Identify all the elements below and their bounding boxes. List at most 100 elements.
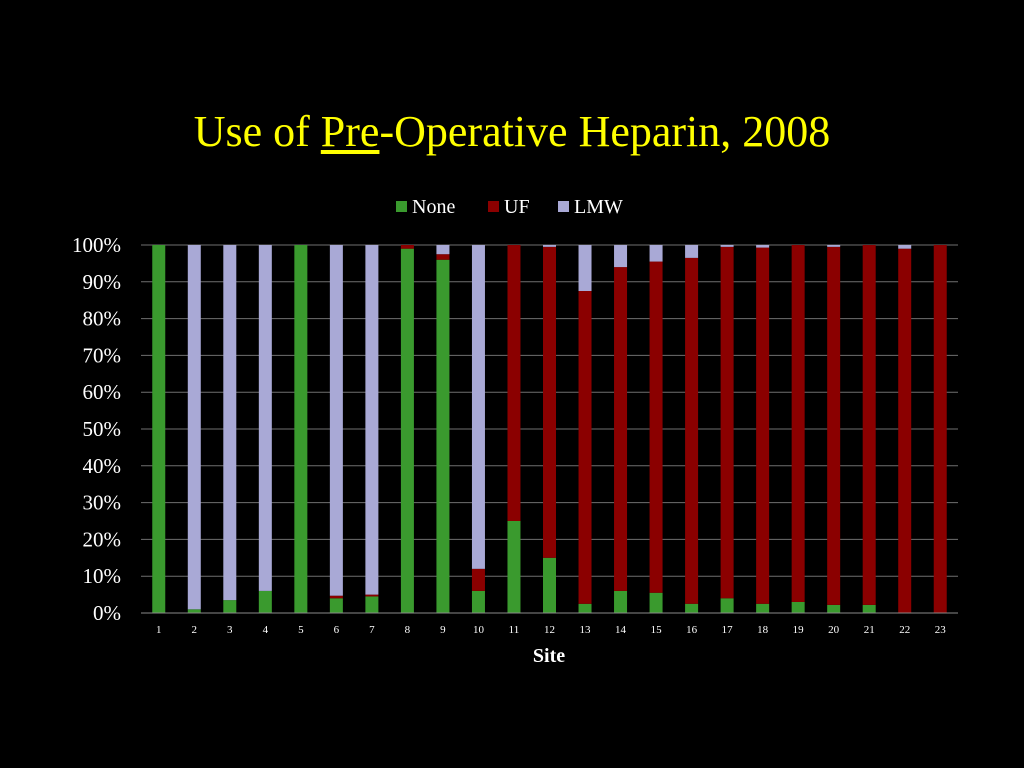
x-tick-label: 18 [757,624,769,636]
bar-lmw [614,245,628,268]
legend-swatch-none [396,201,407,212]
bar-none [578,603,592,613]
bar-none [471,590,485,613]
bar-none [649,592,663,613]
y-tick-label: 30% [83,491,122,515]
legend: None UF LMW [396,196,623,218]
x-tick-label: 11 [509,624,520,636]
y-tick-label: 100% [72,233,121,257]
bar-lmw [685,245,699,258]
x-tick-label: 22 [899,624,910,636]
bar-uf [471,568,485,591]
bar-uf [933,245,947,613]
bar-lmw [223,245,237,601]
bar-uf [578,291,592,604]
bar-uf [436,254,450,260]
bar-lmw [756,245,770,248]
bar-uf [614,267,628,591]
bar-none [152,245,166,613]
bar-uf [329,595,343,599]
bar-lmw [365,245,379,595]
x-tick-label: 21 [864,624,875,636]
bar-lmw [187,245,201,610]
x-tick-label: 8 [405,624,411,636]
x-tick-label: 4 [263,624,269,636]
bar-series-group [152,245,947,613]
bar-lmw [471,245,485,569]
bar-uf [898,248,912,613]
bar-lmw [258,245,272,591]
y-tick-label: 0% [93,601,121,625]
bar-uf [685,257,699,604]
x-tick-label: 19 [793,624,805,636]
y-axis: 0% 10% 20% 30% 40% 50% 60% 70% 80% 90% 100% [72,233,121,625]
bar-uf [649,261,663,593]
bar-uf [862,245,876,605]
x-axis-title: Site [533,645,565,667]
bar-lmw [827,245,841,247]
legend-swatch-uf [488,201,499,212]
bar-uf [756,247,770,604]
x-tick-label: 10 [473,624,485,636]
bar-none [507,521,521,613]
x-tick-label: 14 [615,624,627,636]
x-tick-label: 2 [192,624,198,636]
y-tick-label: 40% [83,454,122,478]
bar-none [685,603,699,613]
legend-label-uf: UF [504,196,530,218]
x-tick-label: 13 [580,624,592,636]
bar-none [329,598,343,613]
x-tick-label: 16 [686,624,698,636]
y-tick-label: 20% [83,527,122,551]
bar-none [827,604,841,613]
x-tick-label: 7 [369,624,375,636]
bar-uf [791,245,805,602]
bar-none [720,598,734,613]
x-tick-label: 23 [935,624,947,636]
x-tick-label: 15 [651,624,663,636]
legend-swatch-lmw [558,201,569,212]
y-tick-label: 70% [83,343,122,367]
x-tick-label: 12 [544,624,555,636]
bar-uf [827,246,841,605]
bar-uf [720,246,734,599]
x-tick-label: 17 [722,624,734,636]
x-tick-label: 1 [156,624,162,636]
y-tick-label: 10% [83,564,122,588]
title-underlined: Pre [320,107,380,156]
bar-none [400,248,414,613]
x-tick-label: 6 [334,624,340,636]
bar-lmw [329,245,343,596]
bar-none [614,590,628,613]
bar-lmw [436,245,450,255]
bar-none [187,609,201,613]
bar-lmw [649,245,663,262]
y-tick-label: 90% [83,270,122,294]
bar-lmw [720,245,734,247]
bar-none [791,601,805,613]
x-tick-label: 20 [828,624,840,636]
y-tick-label: 80% [83,307,122,331]
bar-none [365,596,379,613]
bar-none [436,259,450,613]
bar-lmw [578,245,592,291]
title-before: Use of [193,107,321,156]
bar-none [294,245,308,613]
x-axis: 1 2 3 4 5 6 7 8 9 10 11 12 13 14 15 16 17 18 19 20 21 22 23 [141,612,958,636]
x-tick-label: 3 [227,624,233,636]
bar-none [756,603,770,613]
legend-label-none: None [412,196,455,218]
bar-uf [400,245,414,249]
bar-lmw [898,245,912,249]
legend-label-lmw: LMW [574,196,623,218]
bar-none [258,590,272,613]
bar-uf [543,246,556,558]
bar-uf [365,594,379,597]
x-tick-label: 5 [298,624,304,636]
bar-none [862,604,876,613]
y-tick-label: 60% [83,380,122,404]
bar-none [543,557,556,613]
x-tick-label: 9 [440,624,446,636]
bar-lmw [543,245,556,247]
